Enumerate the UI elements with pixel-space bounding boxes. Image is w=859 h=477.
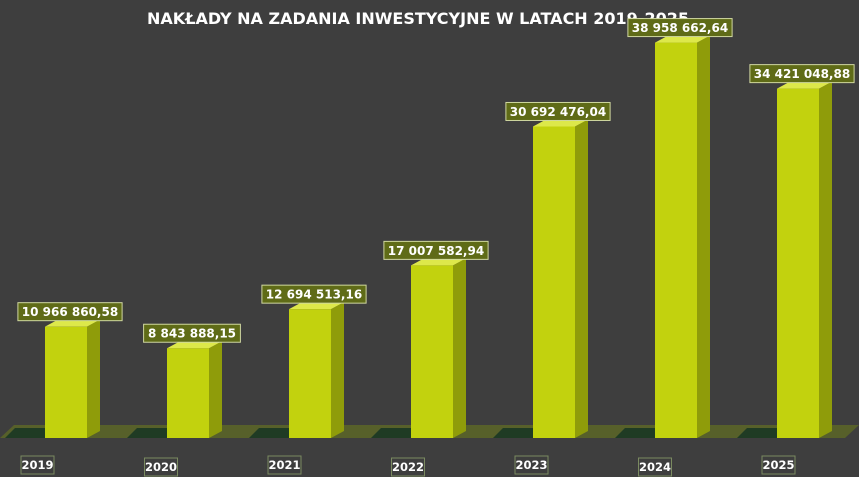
category-label-box bbox=[761, 455, 796, 475]
bar bbox=[167, 341, 222, 438]
bar bbox=[411, 258, 466, 438]
floor-stripe bbox=[493, 428, 543, 438]
bar bbox=[289, 302, 344, 438]
bar-side bbox=[575, 119, 588, 438]
value-label-box bbox=[383, 240, 489, 260]
bar-top bbox=[777, 81, 832, 89]
bar-top bbox=[655, 35, 710, 43]
category-label: 2022 bbox=[392, 460, 424, 474]
floor-stripe bbox=[737, 428, 787, 438]
category-labels-group: 2019 2020 2021 2022 2023 2024 2025 bbox=[20, 455, 796, 477]
bar-top bbox=[45, 319, 100, 327]
bar-top bbox=[533, 119, 588, 127]
value-label-box bbox=[505, 101, 611, 121]
category-label-box bbox=[638, 457, 672, 477]
bar bbox=[655, 35, 710, 438]
category-label: 2025 bbox=[762, 458, 794, 472]
value-label-box bbox=[749, 64, 855, 84]
floor-stripe bbox=[615, 428, 665, 438]
bar-top bbox=[411, 258, 466, 266]
category-label-box bbox=[20, 455, 55, 475]
bar-side bbox=[697, 35, 710, 438]
value-label: 17 007 582,94 bbox=[388, 244, 484, 258]
value-label-box bbox=[627, 18, 733, 38]
category-label: 2020 bbox=[145, 460, 177, 474]
floor-stripe bbox=[249, 428, 299, 438]
category-label: 2024 bbox=[639, 460, 671, 474]
bar-front bbox=[289, 309, 331, 438]
floor-stripe bbox=[127, 428, 177, 438]
bar-top bbox=[167, 341, 222, 349]
category-label-box bbox=[514, 455, 549, 475]
category-label: 2023 bbox=[515, 458, 547, 472]
category-label-box bbox=[267, 455, 302, 475]
bar-side bbox=[453, 258, 466, 438]
floor-stripe bbox=[5, 428, 55, 438]
category-label: 2019 bbox=[21, 458, 53, 472]
bar-front bbox=[777, 88, 819, 439]
chart-title: NAKŁADY NA ZADANIA INWESTYCYJNE W LATACH… bbox=[147, 9, 689, 28]
value-label: 12 694 513,16 bbox=[266, 288, 362, 302]
value-label-box bbox=[143, 323, 241, 343]
bars-group bbox=[45, 35, 832, 439]
bar-side bbox=[819, 81, 832, 439]
bar-front bbox=[655, 42, 697, 438]
bar-side bbox=[87, 319, 100, 438]
value-labels-group: 10 966 860,58 8 843 888,15 12 694 513,16 17… bbox=[17, 18, 855, 343]
floor-stripe bbox=[371, 428, 421, 438]
value-label-box bbox=[261, 284, 367, 304]
bar-side bbox=[209, 341, 222, 438]
value-label: 30 692 476,04 bbox=[510, 105, 606, 119]
value-label: 10 966 860,58 bbox=[22, 305, 118, 319]
bar-front bbox=[167, 348, 209, 438]
bar-top bbox=[289, 302, 344, 310]
bar bbox=[777, 81, 832, 439]
bar bbox=[533, 119, 588, 438]
value-label: 34 421 048,88 bbox=[754, 67, 850, 81]
value-label-box bbox=[17, 302, 123, 322]
value-label: 38 958 662,64 bbox=[632, 21, 728, 35]
category-label-box bbox=[144, 457, 178, 477]
value-label: 8 843 888,15 bbox=[148, 327, 236, 341]
category-label: 2021 bbox=[268, 458, 300, 472]
bar-side bbox=[331, 302, 344, 438]
bar-front bbox=[533, 126, 575, 438]
bar-front bbox=[411, 265, 453, 438]
bar bbox=[45, 319, 100, 438]
category-label-box bbox=[391, 457, 425, 477]
bar-front bbox=[45, 326, 87, 438]
